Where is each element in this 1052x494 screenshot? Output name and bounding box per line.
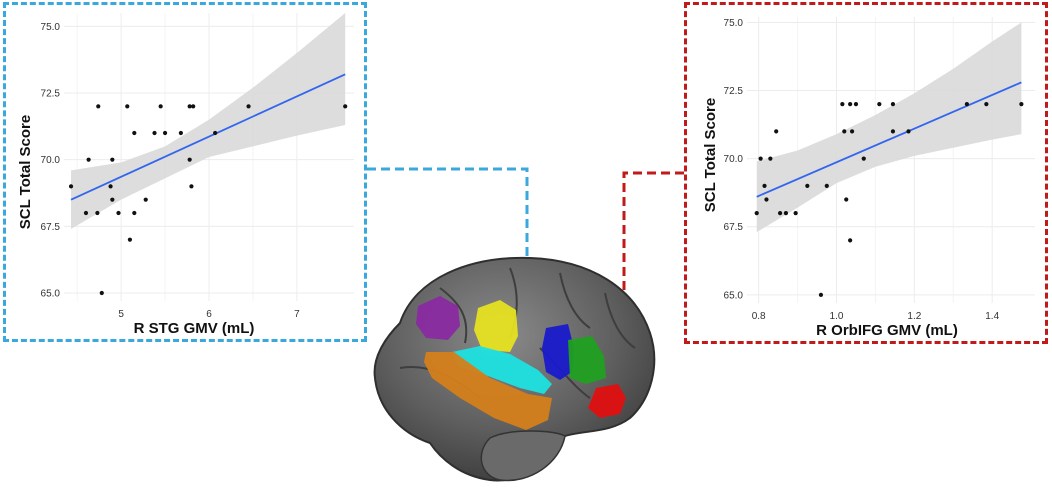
- y-tick-label: 70.0: [41, 155, 61, 166]
- data-point: [818, 292, 824, 297]
- orbifg-plot-frame: 0.8 1.0 1.2 1.4 65.0 67.5 70.0 72.5 75.0 R OrbIF…: [684, 2, 1048, 344]
- data-point: [805, 183, 810, 188]
- data-point: [774, 129, 779, 134]
- data-point: [86, 157, 91, 162]
- data-point: [96, 104, 101, 109]
- data-point: [83, 210, 89, 216]
- orbifg-scatter-chart: 0.8 1.0 1.2 1.4 65.0 67.5 70.0 72.5 75.0 R OrbIF…: [702, 17, 1035, 339]
- data-point: [984, 102, 989, 107]
- data-point: [108, 184, 113, 189]
- data-point: [152, 130, 157, 136]
- data-point: [95, 210, 100, 216]
- cerebellum-shape: [480, 430, 566, 482]
- x-axis-title: R STG GMV (mL): [134, 320, 255, 337]
- data-point: [840, 102, 845, 107]
- x-tick-label: 1.2: [907, 311, 921, 322]
- data-point: [127, 237, 133, 242]
- x-tick-label: 5: [118, 309, 124, 320]
- x-tick-label: 1.0: [830, 311, 844, 322]
- y-tick-label: 75.0: [724, 18, 744, 29]
- confidence-band: [756, 22, 1022, 233]
- data-point: [848, 102, 853, 107]
- data-point: [877, 102, 882, 107]
- x-tick-label: 7: [294, 309, 300, 320]
- data-point: [844, 197, 849, 202]
- x-tick-label: 0.8: [752, 311, 766, 322]
- regression-line: [756, 81, 1022, 198]
- stg-plot-frame: 5 6 7 65.0 67.5 70.0 72.5 75.0 R STG GMV (mL) S…: [3, 2, 367, 342]
- data-point: [178, 130, 183, 136]
- data-point: [768, 156, 773, 161]
- x-tick-label: 6: [206, 309, 212, 320]
- data-point: [68, 184, 74, 189]
- data-point: [187, 104, 192, 109]
- data-point: [861, 156, 866, 161]
- region-red: [588, 384, 626, 418]
- y-tick-label: 72.5: [41, 89, 61, 100]
- data-point: [853, 102, 859, 107]
- data-point: [848, 238, 853, 243]
- y-tick-label: 70.0: [724, 154, 744, 165]
- region-purple: [416, 296, 460, 340]
- x-tick-label: 1.4: [985, 311, 999, 322]
- confidence-band: [71, 13, 346, 229]
- data-point: [99, 290, 104, 296]
- data-point: [764, 197, 769, 202]
- data-point: [191, 104, 196, 109]
- data-point: [842, 129, 847, 134]
- y-axis-title: SCL Total Score: [702, 98, 719, 212]
- data-point: [849, 129, 855, 134]
- data-point: [343, 104, 348, 109]
- data-point: [964, 102, 969, 107]
- regression-line: [70, 73, 346, 201]
- orbifg-connector-line: [622, 171, 684, 320]
- data-point: [824, 183, 829, 188]
- data-point: [116, 210, 121, 216]
- data-point: [793, 211, 798, 216]
- data-point: [246, 104, 251, 109]
- data-point: [1019, 102, 1024, 107]
- region-cyan: [452, 346, 552, 394]
- data-point: [758, 156, 763, 161]
- data-point: [110, 197, 115, 202]
- region-blue: [542, 324, 574, 380]
- data-point: [132, 130, 137, 136]
- y-axis-title: SCL Total Score: [17, 115, 34, 229]
- region-orange: [424, 352, 552, 430]
- data-point: [125, 104, 130, 109]
- data-point: [187, 157, 192, 162]
- data-point: [890, 129, 896, 134]
- region-green: [568, 336, 606, 384]
- y-tick-label: 72.5: [724, 86, 744, 97]
- data-point: [143, 197, 148, 202]
- data-point: [777, 211, 783, 216]
- y-tick-label: 65.0: [41, 289, 61, 300]
- stg-scatter-chart: 5 6 7 65.0 67.5 70.0 72.5 75.0 R STG GMV (mL) S…: [17, 13, 354, 337]
- region-yellow: [474, 300, 518, 352]
- y-tick-label: 65.0: [724, 290, 744, 301]
- data-point: [158, 104, 163, 109]
- data-point: [213, 130, 218, 136]
- brain-illustration: [373, 256, 656, 482]
- data-point: [162, 130, 168, 136]
- y-tick-label: 75.0: [41, 22, 61, 33]
- data-point: [762, 183, 767, 188]
- data-point: [754, 211, 759, 216]
- data-point: [189, 184, 194, 189]
- data-point: [783, 211, 789, 216]
- y-tick-label: 67.5: [724, 222, 744, 233]
- y-tick-label: 67.5: [41, 222, 61, 233]
- x-axis-title: R OrbIFG GMV (mL): [816, 322, 958, 339]
- stg-connector-line: [367, 167, 529, 268]
- data-point: [132, 210, 137, 216]
- data-point: [906, 129, 911, 134]
- data-point: [110, 157, 115, 162]
- data-point: [890, 102, 896, 107]
